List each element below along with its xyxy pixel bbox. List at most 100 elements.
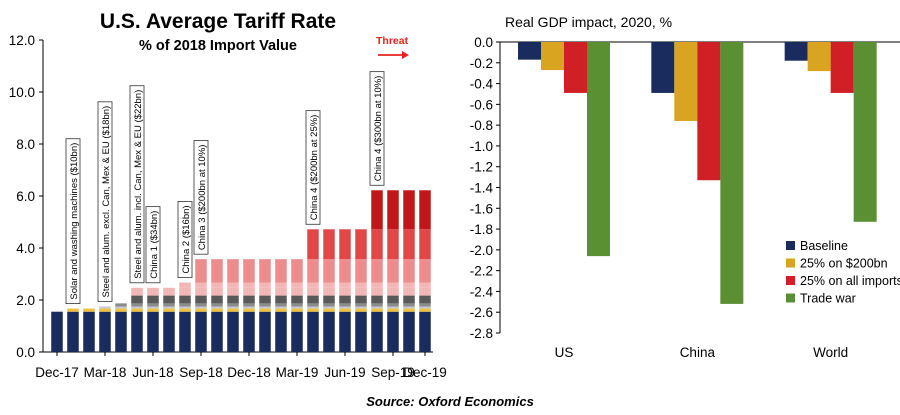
bar-annotation: China 2 ($16bn)	[177, 201, 193, 278]
tariff-bar-segment	[195, 295, 207, 304]
tariff-bar-segment	[163, 303, 175, 307]
tariff-bar-segment	[307, 306, 319, 309]
right-category-label: World	[813, 345, 848, 360]
threat-arrow-icon	[402, 51, 409, 59]
gdp-bar	[541, 42, 564, 71]
left-xtick-label: Dec-19	[403, 365, 447, 380]
tariff-bar-segment	[275, 295, 287, 304]
left-xtick-label: Jun-18	[132, 365, 173, 380]
tariff-bar-segment	[211, 306, 223, 309]
tariff-bar-segment	[67, 308, 79, 312]
left-ytick-label: 8.0	[16, 137, 35, 152]
tariff-bar-segment	[179, 308, 191, 312]
tariff-bar-segment	[115, 311, 127, 352]
tariff-bar-segment	[115, 308, 127, 312]
tariff-bar-segment	[227, 308, 239, 312]
tariff-bar-segment	[243, 295, 255, 304]
tariff-bar-segment	[403, 190, 415, 230]
tariff-bar-segment	[387, 190, 399, 230]
tariff-bar-segment	[291, 308, 303, 312]
right-ytick-label: -0.8	[470, 118, 493, 133]
tariff-bar-segment	[323, 259, 335, 283]
tariff-bar-segment	[339, 287, 351, 296]
tariff-bar-segment	[243, 306, 255, 309]
tariff-bar-segment	[275, 306, 287, 309]
bar-annotation-box	[97, 101, 113, 302]
bar-annotation: China 1 ($34bn)	[145, 206, 161, 284]
tariff-bar-segment	[291, 303, 303, 307]
gdp-bar	[784, 42, 808, 61]
legend-swatch	[786, 276, 795, 285]
tariff-bar-segment	[147, 311, 159, 352]
source-note: Source: Oxford Economics	[366, 394, 534, 409]
gdp-bar	[587, 42, 610, 257]
tariff-bar-segment	[147, 308, 159, 312]
bar-annotation-text: Steel and alum. excl. Can, Mex & EU ($18…	[101, 106, 112, 298]
tariff-bar-segment	[419, 306, 431, 309]
tariff-bar-segment	[371, 190, 383, 230]
right-ytick-label: -1.6	[470, 201, 493, 216]
tariff-bar-segment	[195, 303, 207, 307]
bar-annotation-box	[305, 110, 321, 225]
tariff-bar-segment	[131, 295, 143, 304]
tariff-bar-segment	[323, 287, 335, 296]
tariff-bar-segment	[259, 311, 271, 352]
tariff-bar-segment	[275, 308, 287, 312]
right-ytick-label: -2.0	[470, 243, 493, 258]
right-ytick-label: -1.8	[470, 222, 493, 237]
left-ytick-label: 12.0	[9, 33, 35, 48]
tariff-bar-segment	[403, 303, 415, 307]
tariff-bar-segment	[419, 282, 431, 288]
right-ytick-label: -0.4	[470, 77, 494, 92]
tariff-bar-segment	[243, 311, 255, 352]
tariff-bar-segment	[211, 287, 223, 296]
right-ytick-label: -2.8	[470, 326, 493, 341]
right-category-label: China	[680, 345, 716, 360]
tariff-bar-segment	[403, 229, 415, 260]
tariff-bar-segment	[99, 311, 111, 352]
tariff-bar-segment	[403, 295, 415, 304]
left-xtick-label: Mar-18	[84, 365, 127, 380]
tariff-bar-segment	[307, 308, 319, 312]
left-xtick-label: Dec-17	[35, 365, 79, 380]
left-chart-title: U.S. Average Tariff Rate	[100, 10, 336, 33]
legend-label: Baseline	[800, 239, 848, 253]
tariff-bar-segment	[291, 295, 303, 304]
right-ytick-label: -1.0	[470, 139, 493, 154]
bar-annotation-box	[65, 138, 81, 304]
tariff-bar-segment	[291, 311, 303, 352]
tariff-bar-segment	[211, 308, 223, 312]
bar-annotation-text: China 2 ($16bn)	[181, 205, 192, 273]
tariff-rate-chart: U.S. Average Tariff Rate % of 2018 Impor…	[9, 10, 447, 380]
gdp-bar	[720, 42, 744, 304]
tariff-bar-segment	[131, 311, 143, 352]
tariff-bar-segment	[259, 259, 271, 283]
gdp-bar	[651, 42, 675, 93]
tariff-bar-segment	[291, 287, 303, 296]
tariff-bar-segment	[323, 282, 335, 288]
tariff-bar-segment	[403, 259, 415, 283]
tariff-bar-segment	[163, 295, 175, 304]
right-ytick-label: -2.2	[470, 264, 493, 279]
tariff-bar-segment	[307, 295, 319, 304]
legend-swatch	[786, 293, 795, 303]
tariff-bar-segment	[195, 308, 207, 312]
bar-annotation-text: China 4 ($300bn at 10%)	[373, 76, 384, 182]
left-chart-subtitle: % of 2018 Import Value	[139, 38, 297, 54]
bar-annotation-text: Solar and washing machines ($10bn)	[69, 143, 80, 300]
tariff-bar-segment	[371, 295, 383, 304]
bar-annotation-box	[177, 201, 193, 278]
bar-annotation-text: Steel and alum. incl. Can, Mex & EU ($22…	[133, 90, 144, 279]
tariff-bar-segment	[243, 308, 255, 312]
tariff-bar-segment	[163, 306, 175, 309]
threat-marker: Threat	[376, 35, 409, 59]
legend-label: 25% on $200bn	[800, 257, 888, 271]
tariff-bar-segment	[179, 303, 191, 307]
left-ytick-label: 4.0	[16, 241, 35, 256]
tariff-bar-segment	[355, 311, 367, 352]
gdp-bar	[674, 42, 698, 121]
tariff-bar-segment	[259, 282, 271, 288]
right-category-label: US	[555, 345, 574, 360]
tariff-bar-segment	[99, 306, 111, 309]
